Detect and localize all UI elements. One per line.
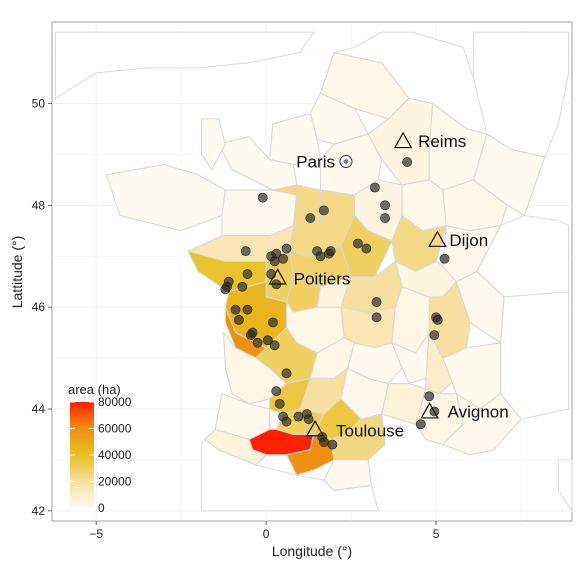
data-point	[281, 368, 292, 379]
legend-tick-label: 20000	[98, 475, 132, 489]
city-label: Poitiers	[294, 270, 351, 289]
data-point	[318, 437, 329, 447]
data-point	[380, 213, 390, 223]
data-point	[424, 391, 435, 402]
city-circle-dot	[343, 159, 349, 164]
city-label: Paris	[296, 153, 335, 172]
data-point	[242, 304, 253, 315]
neighbour-outline	[500, 291, 570, 420]
city-label: Reims	[418, 132, 466, 151]
city-triangle-marker	[393, 131, 413, 149]
x-tick-label: 0	[263, 527, 270, 541]
data-point	[432, 314, 443, 325]
data-point	[242, 269, 253, 279]
city-paris: Paris	[296, 153, 353, 172]
city-avignon: Avignon	[420, 402, 509, 422]
data-point	[380, 200, 390, 211]
legend-title: area (ha)	[68, 382, 121, 397]
department-region	[442, 393, 522, 456]
data-point	[268, 317, 278, 328]
x-tick-label: −5	[89, 527, 103, 541]
city-triangle-marker	[305, 419, 325, 437]
y-tick-label: 46	[32, 300, 46, 314]
data-point	[274, 398, 285, 409]
data-point	[230, 304, 241, 315]
data-point	[327, 439, 338, 450]
legend-ticks: 80000 60000 40000 20000 0	[70, 395, 132, 515]
city-triangle-marker	[428, 230, 447, 247]
legend-tick-label: 0	[98, 501, 105, 515]
department-region	[204, 428, 267, 466]
city-triangle-marker	[268, 268, 287, 285]
legend-tick-label: 40000	[98, 448, 132, 462]
data-point	[269, 256, 280, 267]
data-point	[415, 419, 426, 430]
data-point	[303, 414, 314, 425]
data-point	[252, 337, 263, 348]
plot-panel: Paris Reims Dijon Poitiers Avignon Toulouse	[51, 21, 573, 522]
city-dijon: Dijon	[428, 230, 488, 250]
data-point	[369, 182, 380, 193]
x-axis-label: Longitude (°)	[272, 543, 352, 559]
city-label: Toulouse	[336, 421, 404, 440]
legend-tick-label: 80000	[98, 395, 132, 409]
point-layer	[220, 157, 450, 450]
data-point	[269, 340, 280, 351]
legend-tick-label: 60000	[98, 422, 132, 436]
city-toulouse: Toulouse	[305, 419, 404, 440]
data-point	[325, 246, 336, 257]
axes: −5 0 5 42 44 46 48 50	[32, 96, 440, 541]
department-region	[455, 270, 505, 344]
city-layer: Paris Reims Dijon Poitiers Avignon Toulouse	[268, 131, 509, 440]
y-tick-label: 48	[32, 198, 46, 212]
data-point	[315, 251, 326, 262]
data-point	[429, 330, 440, 341]
data-point	[281, 243, 292, 254]
city-label: Avignon	[448, 403, 509, 422]
city-poitiers: Poitiers	[268, 268, 351, 289]
neighbour-outline	[54, 31, 315, 100]
legend: area (ha) 80000 60000 40000 20000 0	[68, 382, 132, 515]
city-reims: Reims	[393, 131, 466, 151]
data-point	[220, 284, 231, 295]
y-axis-label: Lattitude (°)	[9, 236, 25, 309]
data-point	[257, 192, 268, 203]
y-tick-label: 44	[32, 402, 46, 416]
data-point	[439, 253, 450, 264]
data-point	[402, 157, 413, 167]
data-point	[281, 416, 292, 427]
y-tick-label: 42	[32, 504, 46, 518]
data-point	[262, 335, 273, 346]
data-point	[293, 411, 304, 422]
data-point	[278, 253, 289, 264]
city-label: Dijon	[449, 231, 488, 250]
data-point	[318, 205, 329, 216]
x-tick-label: 5	[433, 527, 440, 541]
data-point	[371, 312, 382, 323]
y-tick-label: 50	[32, 96, 46, 110]
data-point	[237, 281, 248, 292]
data-point	[305, 213, 316, 223]
data-point	[234, 314, 244, 325]
city-triangle-marker	[420, 402, 439, 419]
data-point	[271, 386, 282, 397]
data-point	[245, 330, 256, 341]
data-point	[361, 243, 372, 254]
data-point	[352, 238, 363, 249]
department-region	[323, 459, 373, 491]
department-region	[200, 118, 226, 171]
department-region	[217, 136, 298, 191]
data-point	[240, 246, 251, 257]
neighbour-outline	[557, 459, 573, 513]
data-point	[371, 297, 382, 307]
